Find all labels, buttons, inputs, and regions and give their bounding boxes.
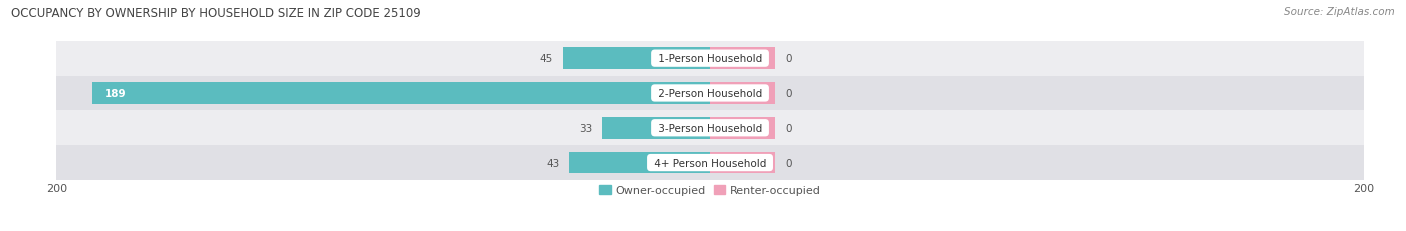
Bar: [56, 111, 1364, 146]
Text: 33: 33: [579, 123, 592, 133]
Bar: [562, 48, 710, 70]
Bar: [710, 118, 776, 139]
Text: Source: ZipAtlas.com: Source: ZipAtlas.com: [1284, 7, 1395, 17]
Text: OCCUPANCY BY OWNERSHIP BY HOUSEHOLD SIZE IN ZIP CODE 25109: OCCUPANCY BY OWNERSHIP BY HOUSEHOLD SIZE…: [11, 7, 420, 20]
Text: 0: 0: [785, 123, 792, 133]
Bar: [710, 83, 776, 104]
Text: 3-Person Household: 3-Person Household: [655, 123, 765, 133]
Bar: [56, 146, 1364, 180]
Legend: Owner-occupied, Renter-occupied: Owner-occupied, Renter-occupied: [599, 185, 821, 195]
Bar: [602, 118, 710, 139]
Text: 45: 45: [540, 54, 553, 64]
Text: 0: 0: [785, 88, 792, 99]
Bar: [56, 76, 1364, 111]
Text: 2-Person Household: 2-Person Household: [655, 88, 765, 99]
Text: 4+ Person Household: 4+ Person Household: [651, 158, 769, 168]
Bar: [710, 152, 776, 174]
Text: 189: 189: [105, 88, 127, 99]
Bar: [569, 152, 710, 174]
Text: 0: 0: [785, 54, 792, 64]
Text: 1-Person Household: 1-Person Household: [655, 54, 765, 64]
Text: 43: 43: [547, 158, 560, 168]
Bar: [56, 42, 1364, 76]
Bar: [710, 48, 776, 70]
Text: 0: 0: [785, 158, 792, 168]
Bar: [93, 83, 710, 104]
